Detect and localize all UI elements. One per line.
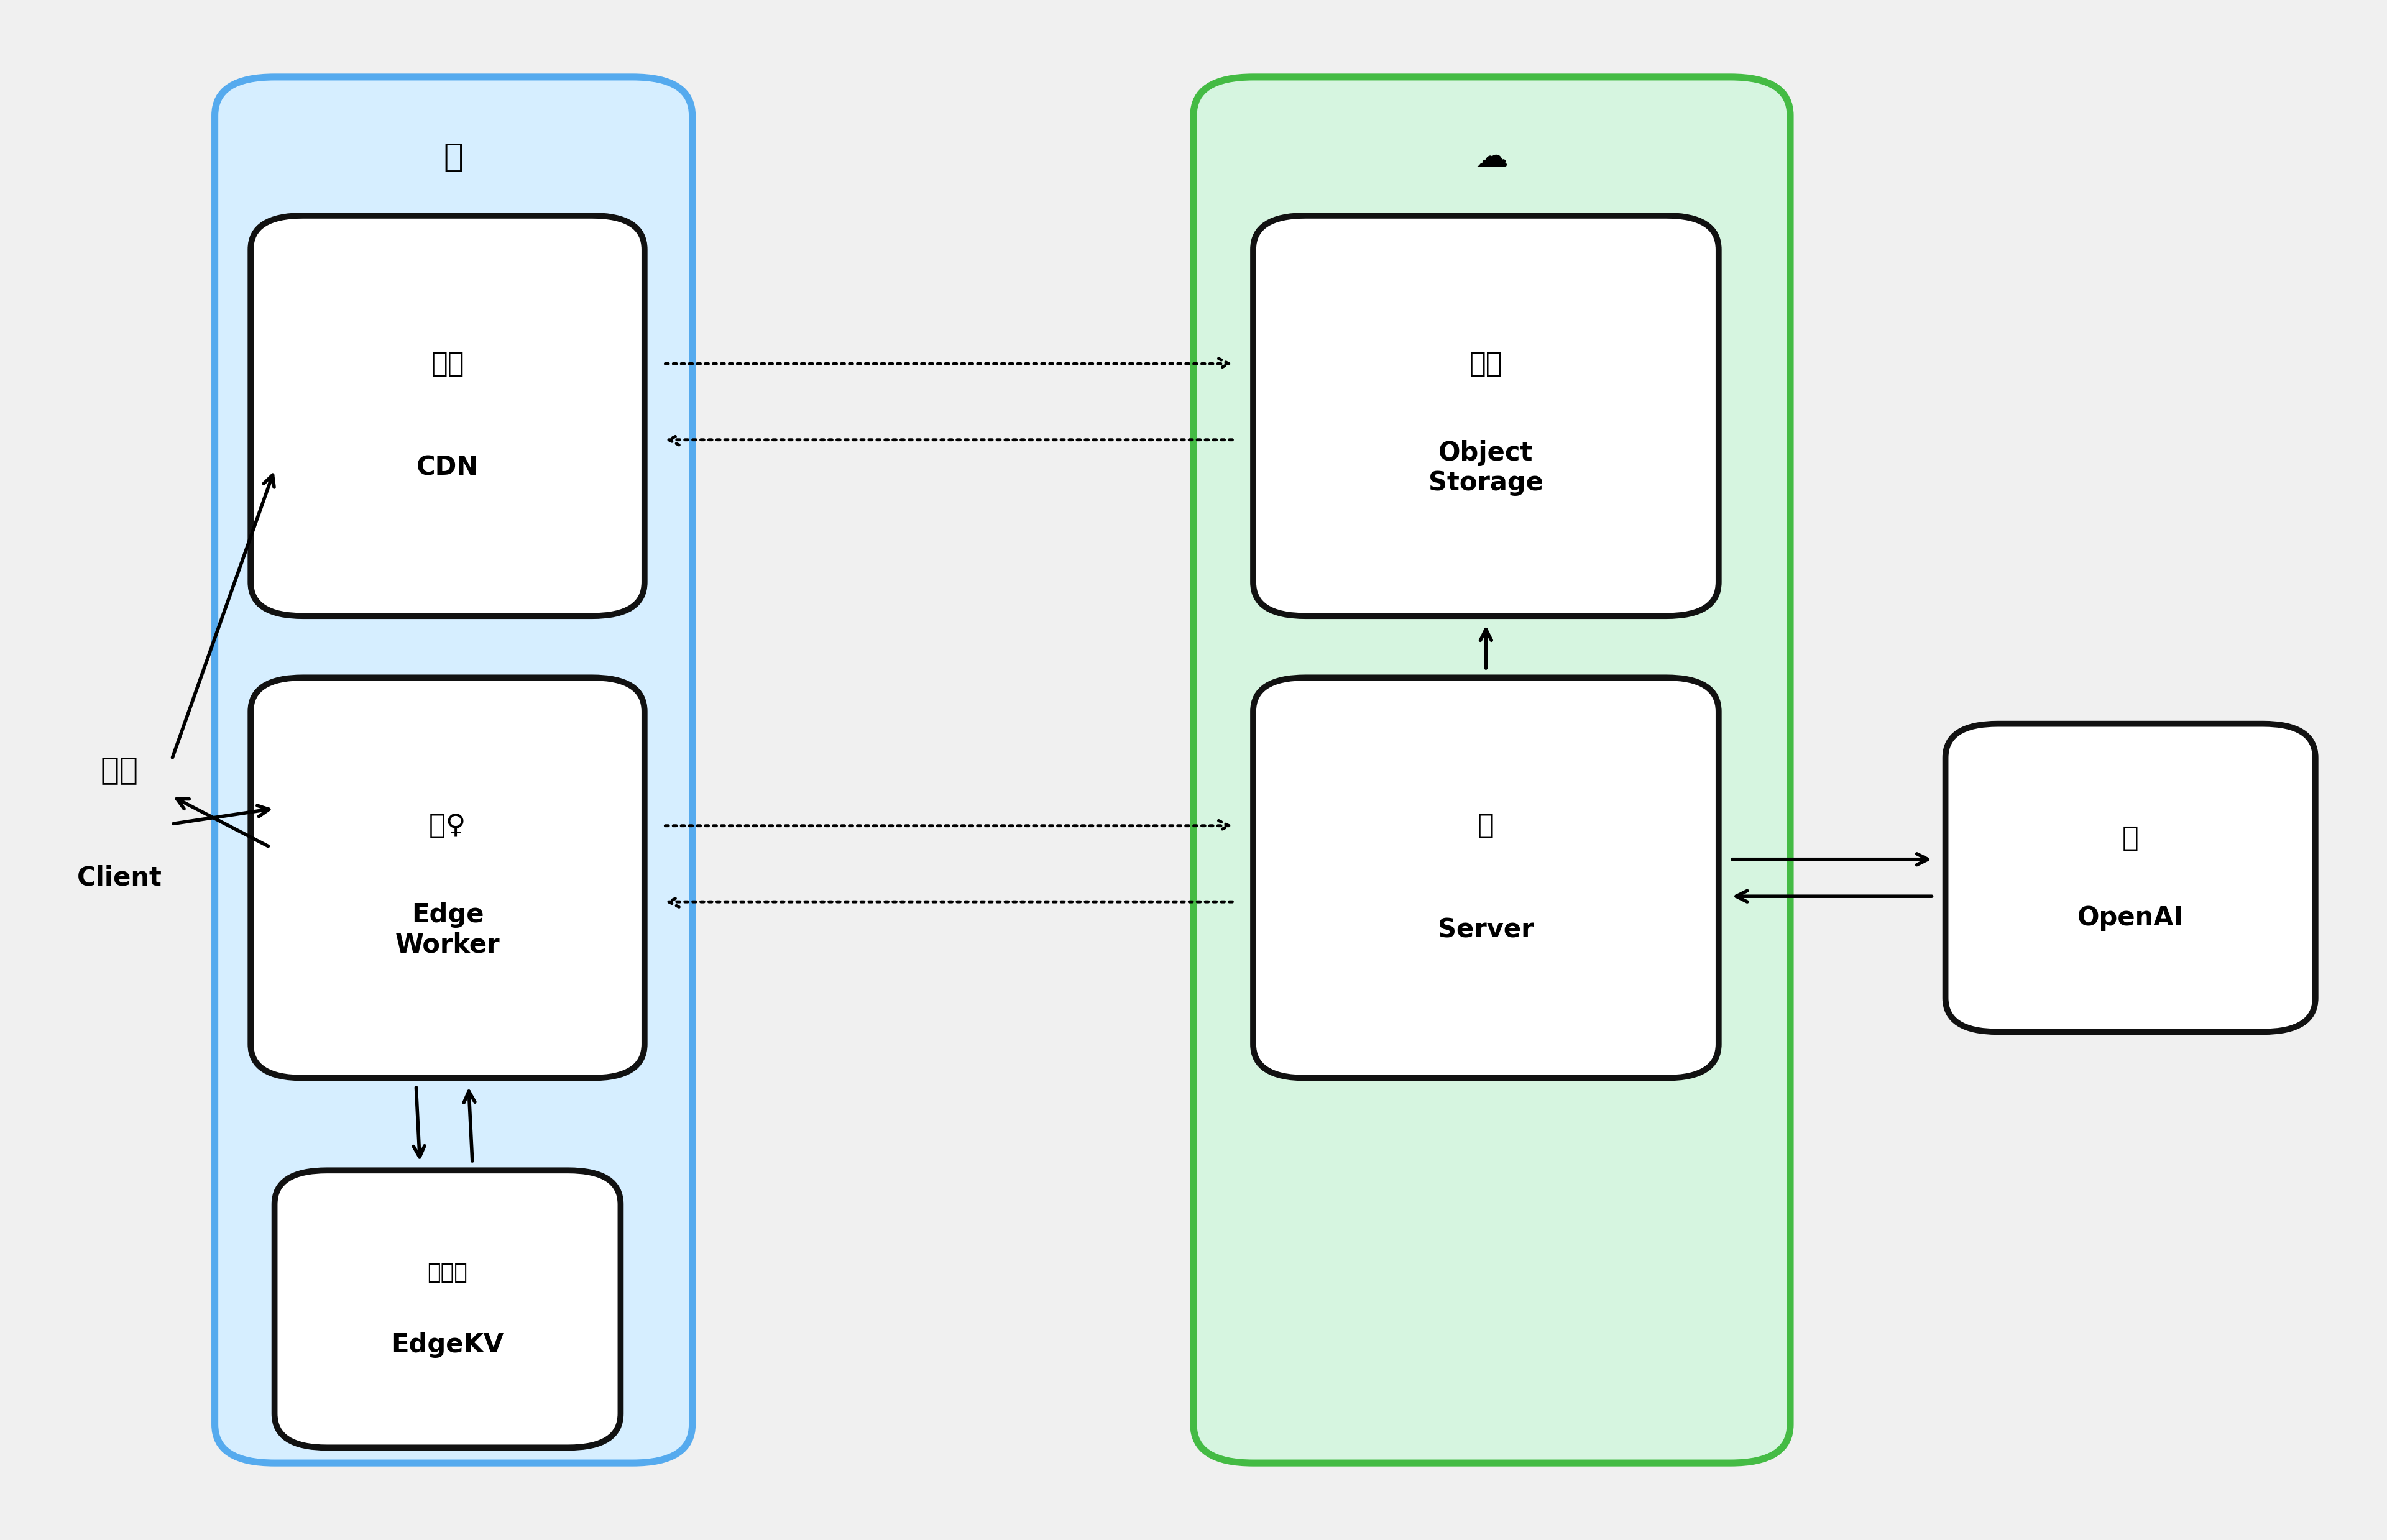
Text: Object
Storage: Object Storage [1427,440,1544,496]
Text: EdgeKV: EdgeKV [391,1332,504,1358]
Text: 🐈‍⬛: 🐈‍⬛ [100,755,138,785]
Text: ☁️: ☁️ [1475,142,1509,172]
FancyBboxPatch shape [1945,724,2315,1032]
Text: 👷: 👷 [1478,813,1494,839]
FancyBboxPatch shape [215,77,692,1463]
FancyBboxPatch shape [1194,77,1790,1463]
Text: Edge: Edge [403,220,504,257]
FancyBboxPatch shape [275,1170,621,1448]
Text: OpenAI: OpenAI [2077,906,2184,930]
Text: 🚚📊: 🚚📊 [432,351,463,377]
FancyBboxPatch shape [251,678,644,1078]
Text: Client: Client [76,865,162,890]
Text: 💬: 💬 [2122,824,2139,852]
FancyBboxPatch shape [251,216,644,616]
Text: Server: Server [1437,916,1535,942]
Text: Edge
Worker: Edge Worker [396,902,499,958]
Text: 👷‍♀️: 👷‍♀️ [430,813,465,839]
Text: Cloud: Cloud [1435,220,1549,257]
FancyBboxPatch shape [1253,216,1719,616]
Text: 🔪: 🔪 [444,142,463,172]
FancyBboxPatch shape [1253,678,1719,1078]
Text: CDN: CDN [415,454,480,480]
Text: 🔑🤑🏦: 🔑🤑🏦 [427,1263,468,1283]
Text: 🧤📦: 🧤📦 [1470,351,1501,377]
